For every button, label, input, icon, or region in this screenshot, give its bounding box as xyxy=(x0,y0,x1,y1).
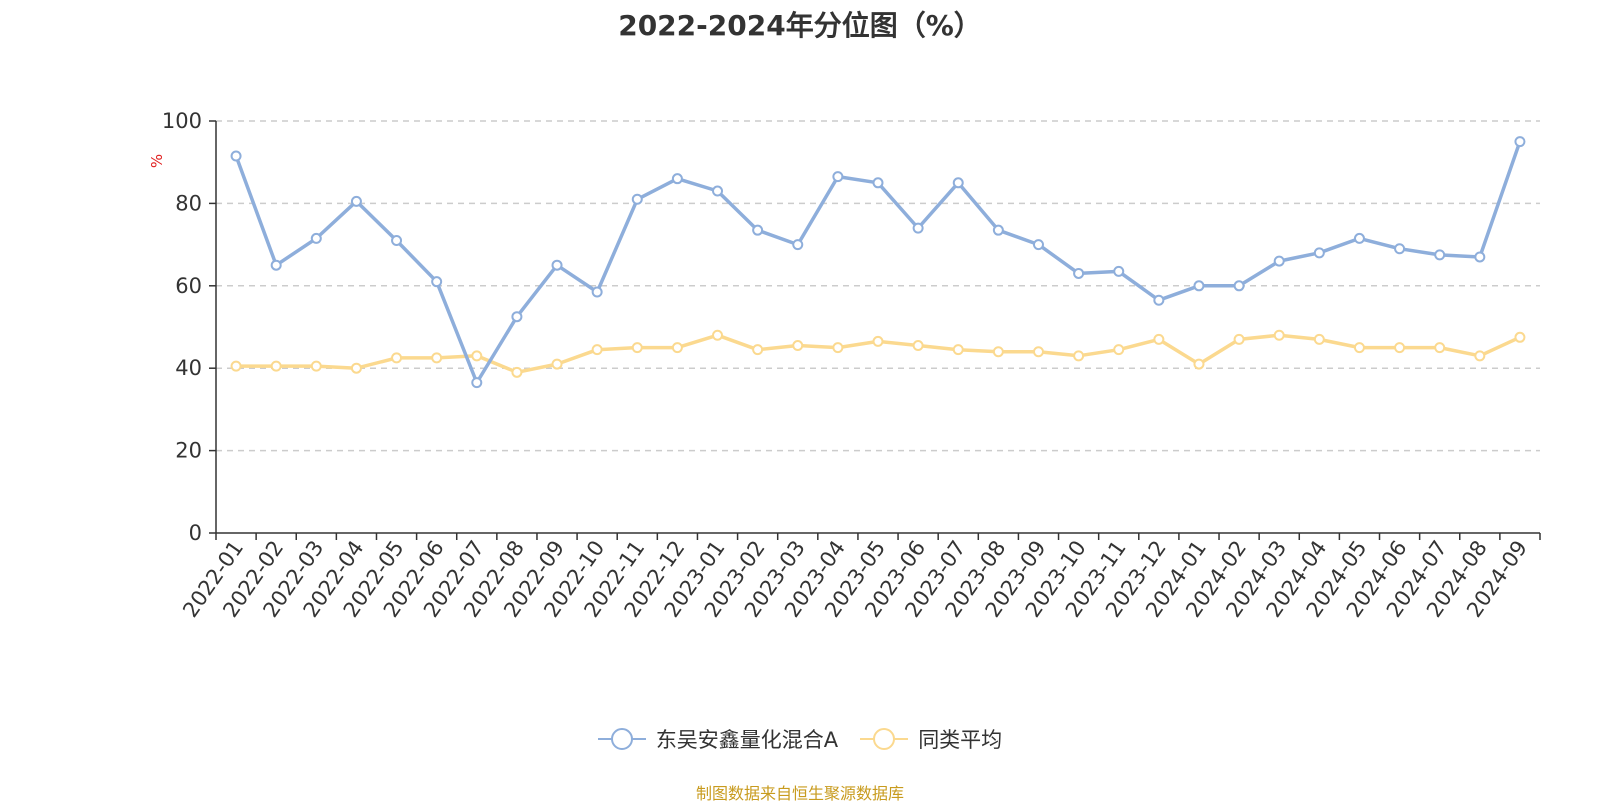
data-point xyxy=(230,150,242,162)
series-layer xyxy=(230,136,1526,389)
data-point xyxy=(471,377,483,389)
data-point xyxy=(230,360,242,372)
data-point xyxy=(1474,350,1486,362)
data-point xyxy=(270,360,282,372)
legend: 东吴安鑫量化混合A 同类平均 xyxy=(0,724,1600,754)
data-point xyxy=(1153,294,1165,306)
data-point xyxy=(712,185,724,197)
legend-marker-average xyxy=(860,728,909,750)
data-point xyxy=(350,362,362,374)
grid-layer xyxy=(216,120,1540,452)
data-point xyxy=(872,335,884,347)
legend-item-fund[interactable]: 东吴安鑫量化混合A xyxy=(597,724,839,754)
data-point xyxy=(671,173,683,185)
data-point xyxy=(511,311,523,323)
data-point xyxy=(1394,243,1406,255)
data-point xyxy=(631,342,643,354)
y-tick-label: 0 xyxy=(189,521,202,545)
data-point xyxy=(671,342,683,354)
data-point xyxy=(832,342,844,354)
y-tick-label: 100 xyxy=(162,109,202,133)
data-point xyxy=(1353,232,1365,244)
data-point xyxy=(1313,247,1325,259)
data-point xyxy=(1193,358,1205,370)
data-point xyxy=(1233,280,1245,292)
data-point xyxy=(1474,251,1486,263)
data-point xyxy=(752,344,764,356)
data-point xyxy=(1434,342,1446,354)
y-tick-label: 20 xyxy=(175,439,202,463)
data-point xyxy=(631,193,643,205)
legend-label-fund: 东吴安鑫量化混合A xyxy=(655,728,839,752)
data-point xyxy=(1113,265,1125,277)
data-point xyxy=(551,358,563,370)
data-point xyxy=(1073,350,1085,362)
data-point xyxy=(1353,342,1365,354)
data-point xyxy=(511,366,523,378)
y-tick-label: 60 xyxy=(175,274,202,298)
data-point xyxy=(1273,255,1285,267)
data-point xyxy=(1113,344,1125,356)
data-point xyxy=(391,352,403,364)
data-point xyxy=(792,239,804,251)
data-point xyxy=(471,350,483,362)
legend-item-average[interactable]: 同类平均 xyxy=(860,724,1002,754)
source-note: 制图数据来自恒生聚源数据库 xyxy=(695,784,904,803)
data-point xyxy=(912,340,924,352)
data-point xyxy=(752,224,764,236)
legend-marker-fund xyxy=(597,728,646,750)
data-point xyxy=(431,276,443,288)
data-point xyxy=(952,177,964,189)
data-point xyxy=(350,195,362,207)
data-point xyxy=(1233,333,1245,345)
data-point xyxy=(712,329,724,341)
legend-circle-fund xyxy=(610,728,633,750)
data-point xyxy=(1153,333,1165,345)
data-point xyxy=(952,344,964,356)
data-point xyxy=(992,224,1004,236)
data-point xyxy=(872,177,884,189)
data-point xyxy=(1193,280,1205,292)
data-point xyxy=(310,360,322,372)
data-point xyxy=(391,234,403,246)
data-point xyxy=(1313,333,1325,345)
y-tick-label: 80 xyxy=(175,191,202,215)
data-point xyxy=(1434,249,1446,261)
data-point xyxy=(1514,136,1526,148)
y-axis-label: % xyxy=(148,154,166,168)
data-point xyxy=(912,222,924,234)
data-point xyxy=(270,259,282,271)
data-point xyxy=(792,340,804,352)
data-point xyxy=(431,352,443,364)
legend-circle-average xyxy=(873,728,896,750)
chart-title: 2022-2024年分位图（%） xyxy=(618,9,982,42)
data-point xyxy=(1394,342,1406,354)
data-point xyxy=(1032,346,1044,358)
data-point xyxy=(551,259,563,271)
legend-label-average: 同类平均 xyxy=(918,728,1003,752)
y-tick-label: 40 xyxy=(175,356,202,380)
data-point xyxy=(992,346,1004,358)
data-point xyxy=(1032,239,1044,251)
data-point xyxy=(591,344,603,356)
data-point xyxy=(1273,329,1285,341)
data-point xyxy=(310,232,322,244)
data-point xyxy=(832,171,844,183)
data-point xyxy=(1073,267,1085,279)
data-point xyxy=(1514,331,1526,343)
data-point xyxy=(591,286,603,298)
